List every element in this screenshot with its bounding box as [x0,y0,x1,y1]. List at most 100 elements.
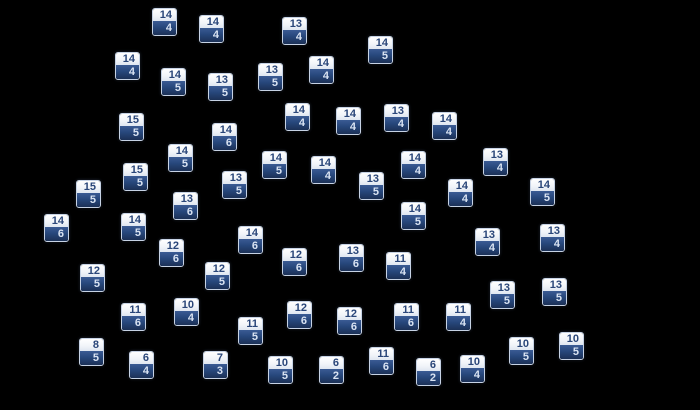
tile-top-value: 14 [239,227,262,239]
stat-tile[interactable]: 13 5 [222,171,247,199]
tile-top-value: 11 [387,253,410,265]
stat-tile[interactable]: 14 4 [115,52,140,80]
stat-tile[interactable]: 14 4 [285,103,310,131]
tile-bottom-value: 4 [447,316,470,330]
stat-tile[interactable]: 14 5 [262,151,287,179]
tile-top-value: 11 [447,304,470,316]
tile-top-value: 11 [395,304,418,316]
stat-tile[interactable]: 14 4 [448,179,473,207]
stat-tile[interactable]: 14 6 [212,123,237,151]
tile-top-value: 14 [402,203,425,215]
stat-tile[interactable]: 14 4 [311,156,336,184]
stat-tile[interactable]: 10 5 [268,356,293,384]
tile-top-value: 14 [169,145,192,157]
tile-top-value: 10 [560,333,583,345]
tile-top-value: 13 [543,279,566,291]
tile-top-value: 14 [531,179,554,191]
tile-top-value: 13 [491,282,514,294]
tile-top-value: 10 [175,299,198,311]
tile-top-value: 6 [130,352,153,364]
stat-tile[interactable]: 14 5 [121,213,146,241]
stat-tile[interactable]: 7 3 [203,351,228,379]
stat-tile[interactable]: 14 4 [199,15,224,43]
tile-bottom-value: 6 [174,205,197,219]
stat-tile[interactable]: 13 4 [540,224,565,252]
stat-tile[interactable]: 13 4 [384,104,409,132]
stat-tile[interactable]: 13 5 [490,281,515,309]
stat-tile[interactable]: 10 4 [174,298,199,326]
stat-tile[interactable]: 12 5 [80,264,105,292]
stat-tile[interactable]: 10 5 [559,332,584,360]
stat-tile[interactable]: 14 4 [432,112,457,140]
tile-top-value: 10 [461,356,484,368]
tile-top-value: 11 [239,318,262,330]
stat-tile[interactable]: 6 2 [416,358,441,386]
tile-bottom-value: 5 [402,215,425,229]
tile-bottom-value: 5 [81,277,104,291]
tile-top-value: 13 [259,64,282,76]
stat-tile[interactable]: 12 6 [282,248,307,276]
tile-top-value: 14 [153,9,176,21]
tile-bottom-value: 4 [200,28,223,42]
stat-tile[interactable]: 13 5 [359,172,384,200]
stat-tile[interactable]: 13 4 [282,17,307,45]
tile-top-value: 8 [80,339,103,351]
stat-tile[interactable]: 14 4 [336,107,361,135]
stat-tile[interactable]: 14 5 [168,144,193,172]
stat-tile[interactable]: 14 5 [401,202,426,230]
stat-tile[interactable]: 6 2 [319,356,344,384]
stat-tile[interactable]: 8 5 [79,338,104,366]
stat-tile[interactable]: 13 4 [475,228,500,256]
tile-top-value: 15 [124,164,147,176]
stat-tile[interactable]: 14 6 [44,214,69,242]
stat-tile[interactable]: 14 5 [368,36,393,64]
stat-tile[interactable]: 10 4 [460,355,485,383]
tile-bottom-value: 5 [263,164,286,178]
tile-top-value: 13 [484,149,507,161]
stat-tile[interactable]: 13 5 [542,278,567,306]
stat-tile[interactable]: 13 5 [258,63,283,91]
stat-tile[interactable]: 15 5 [119,113,144,141]
tile-top-value: 13 [223,172,246,184]
stat-tile[interactable]: 11 6 [121,303,146,331]
tile-top-value: 14 [369,37,392,49]
stat-tile[interactable]: 13 5 [208,73,233,101]
stat-tile[interactable]: 13 4 [483,148,508,176]
stat-tile[interactable]: 13 6 [173,192,198,220]
stat-tile[interactable]: 12 6 [287,301,312,329]
tile-top-value: 12 [288,302,311,314]
tile-top-value: 13 [283,18,306,30]
tile-bottom-value: 5 [369,49,392,63]
stat-tile[interactable]: 14 6 [238,226,263,254]
tile-bottom-value: 4 [116,65,139,79]
stat-tile[interactable]: 14 5 [530,178,555,206]
tile-top-value: 14 [213,124,236,136]
stat-tile[interactable]: 11 6 [394,303,419,331]
stat-tile[interactable]: 14 4 [401,151,426,179]
tile-top-value: 14 [433,113,456,125]
stat-tile[interactable]: 12 5 [205,262,230,290]
stat-tile[interactable]: 12 6 [337,307,362,335]
tile-bottom-value: 4 [286,116,309,130]
stat-tile[interactable]: 14 4 [152,8,177,36]
tile-top-value: 14 [337,108,360,120]
stat-tile[interactable]: 13 6 [339,244,364,272]
stat-tile[interactable]: 11 4 [446,303,471,331]
tile-bottom-value: 5 [162,81,185,95]
stat-tile[interactable]: 14 5 [161,68,186,96]
tile-bottom-value: 4 [402,164,425,178]
stat-tile[interactable]: 11 5 [238,317,263,345]
stat-tile[interactable]: 12 6 [159,239,184,267]
tile-top-value: 12 [206,263,229,275]
stat-tile[interactable]: 11 4 [386,252,411,280]
stat-tile[interactable]: 15 5 [123,163,148,191]
tile-top-value: 12 [81,265,104,277]
tile-top-value: 6 [417,359,440,371]
stat-tile[interactable]: 15 5 [76,180,101,208]
stat-tile[interactable]: 11 6 [369,347,394,375]
stat-tile[interactable]: 6 4 [129,351,154,379]
stat-tile[interactable]: 10 5 [509,337,534,365]
tile-bottom-value: 5 [259,76,282,90]
tile-bottom-value: 5 [122,226,145,240]
stat-tile[interactable]: 14 4 [309,56,334,84]
